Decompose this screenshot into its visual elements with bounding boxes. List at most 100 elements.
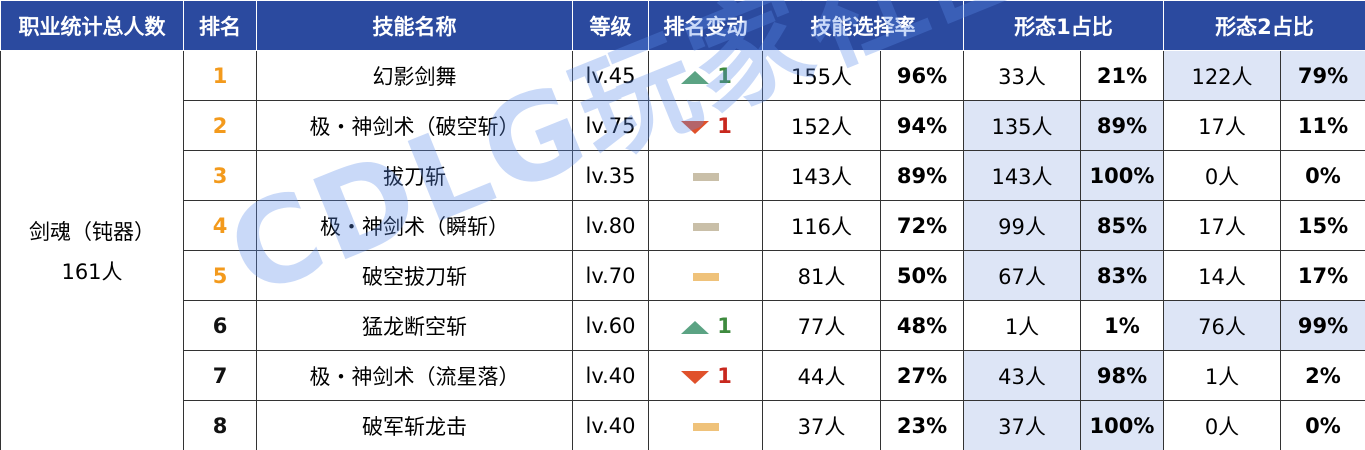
rank-change: 1 [648,50,763,101]
row: 8 破军斩龙击 lv.40 37人 23% 37人 100% 0人 0% [1,400,1365,450]
form2-count: 122人 [1163,50,1281,101]
rate-pct: 27% [880,350,964,401]
change-shape [692,422,719,431]
rank: 7 [183,350,257,401]
rate-pct: 94% [880,100,964,151]
form1-count: 99人 [963,200,1081,251]
change-icon [681,320,710,334]
row: 3 拔刀斩 lv.35 143人 89% 143人 100% 0人 0% [1,150,1365,201]
row: 6 猛龙断空斩 lv.60 1 77人 48% 1人 1% 76人 99% [1,300,1365,351]
change-icon [681,370,710,384]
form2-pct: 17% [1280,250,1365,301]
level: lv.60 [572,300,649,351]
form1-count: 135人 [963,100,1081,151]
level: lv.35 [572,150,649,201]
change-icon [692,422,719,431]
change-icon [681,120,710,134]
header-cell: 排名 [183,0,257,51]
form1-pct: 83% [1080,250,1164,301]
form2-count: 1人 [1163,350,1281,401]
change-shape [681,370,710,384]
class-total: 161人 [61,259,123,284]
form2-pct: 0% [1280,150,1365,201]
rate-count: 152人 [762,100,881,151]
header-cell: 技能选择率 [762,0,964,51]
form2-pct: 11% [1280,100,1365,151]
form1-pct: 89% [1080,100,1164,151]
header-cell: 形态1占比 [963,0,1164,51]
rate-count: 116人 [762,200,881,251]
rate-count: 44人 [762,350,881,401]
skill-name: 拔刀斩 [256,150,573,201]
rate-pct: 89% [880,150,964,201]
change-amount: 1 [717,63,732,88]
rank-change [648,150,763,201]
header-cell: 等级 [572,0,649,51]
row: 7 极・神剑术（流星落） lv.40 1 44人 27% 43人 98% 1人 2% [1,350,1365,401]
level: lv.45 [572,50,649,101]
skill-name: 极・神剑术（破空斩） [256,100,573,151]
change-shape [692,222,719,231]
change-shape [681,120,710,134]
form1-count: 67人 [963,250,1081,301]
rank: 4 [183,200,257,251]
rank-change [648,200,763,251]
rank: 1 [183,50,257,101]
form1-pct: 85% [1080,200,1164,251]
row: 4 极・神剑术（瞬斩） lv.80 116人 72% 99人 85% 17人 15% [1,200,1365,251]
rank: 3 [183,150,257,201]
change-amount: 1 [717,113,732,138]
rank-change: 1 [648,100,763,151]
rank: 8 [183,400,257,450]
rate-pct: 23% [880,400,964,450]
skill-name: 猛龙断空斩 [256,300,573,351]
change-shape [681,70,710,84]
form2-count: 0人 [1163,400,1281,450]
rate-pct: 50% [880,250,964,301]
header-row: 职业统计总人数 排名 技能名称 等级 排名变动 技能选择率 形态1占比 形态2占比 [0,0,1365,51]
rank-change [648,400,763,450]
rank: 6 [183,300,257,351]
form2-pct: 99% [1280,300,1365,351]
change-shape [681,320,710,334]
rate-count: 77人 [762,300,881,351]
form2-pct: 15% [1280,200,1365,251]
rank: 5 [183,250,257,301]
rate-count: 37人 [762,400,881,450]
rate-pct: 72% [880,200,964,251]
change-amount: 1 [717,313,732,338]
change-icon [681,70,710,84]
form2-pct: 2% [1280,350,1365,401]
form2-pct: 0% [1280,400,1365,450]
skill-name: 破军斩龙击 [256,400,573,450]
rank-change: 1 [648,350,763,401]
rate-pct: 96% [880,50,964,101]
rate-count: 143人 [762,150,881,201]
row: 剑魂（钝器） 161人 1 幻影剑舞 lv.45 1 155人 96% 33人 21% 122人 79… [0,50,1365,450]
form1-count: 143人 [963,150,1081,201]
rank-change: 1 [648,300,763,351]
level: lv.40 [572,400,649,450]
header-cell: 技能名称 [256,0,573,51]
change-shape [692,172,719,181]
row: 5 破空拔刀斩 lv.70 81人 50% 67人 83% 14人 17% [1,250,1365,301]
header-cell: 职业统计总人数 [0,0,184,51]
level: lv.70 [572,250,649,301]
skill-name: 极・神剑术（流星落） [256,350,573,401]
rate-count: 81人 [762,250,881,301]
rank: 2 [183,100,257,151]
form2-count: 17人 [1163,200,1281,251]
class-cell: 剑魂（钝器） 161人 [0,50,184,450]
change-icon [692,222,719,231]
level: lv.75 [572,100,649,151]
header-cell: 排名变动 [648,0,763,51]
level: lv.80 [572,200,649,251]
form2-count: 14人 [1163,250,1281,301]
table-body: 剑魂（钝器） 161人 1 幻影剑舞 lv.45 1 155人 96% 33人 21% 122人 79… [0,50,1365,450]
form1-pct: 21% [1080,50,1164,101]
change-icon [692,172,719,181]
row: 2 极・神剑术（破空斩） lv.75 1 152人 94% 135人 89% 17人 11% [1,100,1365,151]
form2-count: 0人 [1163,150,1281,201]
